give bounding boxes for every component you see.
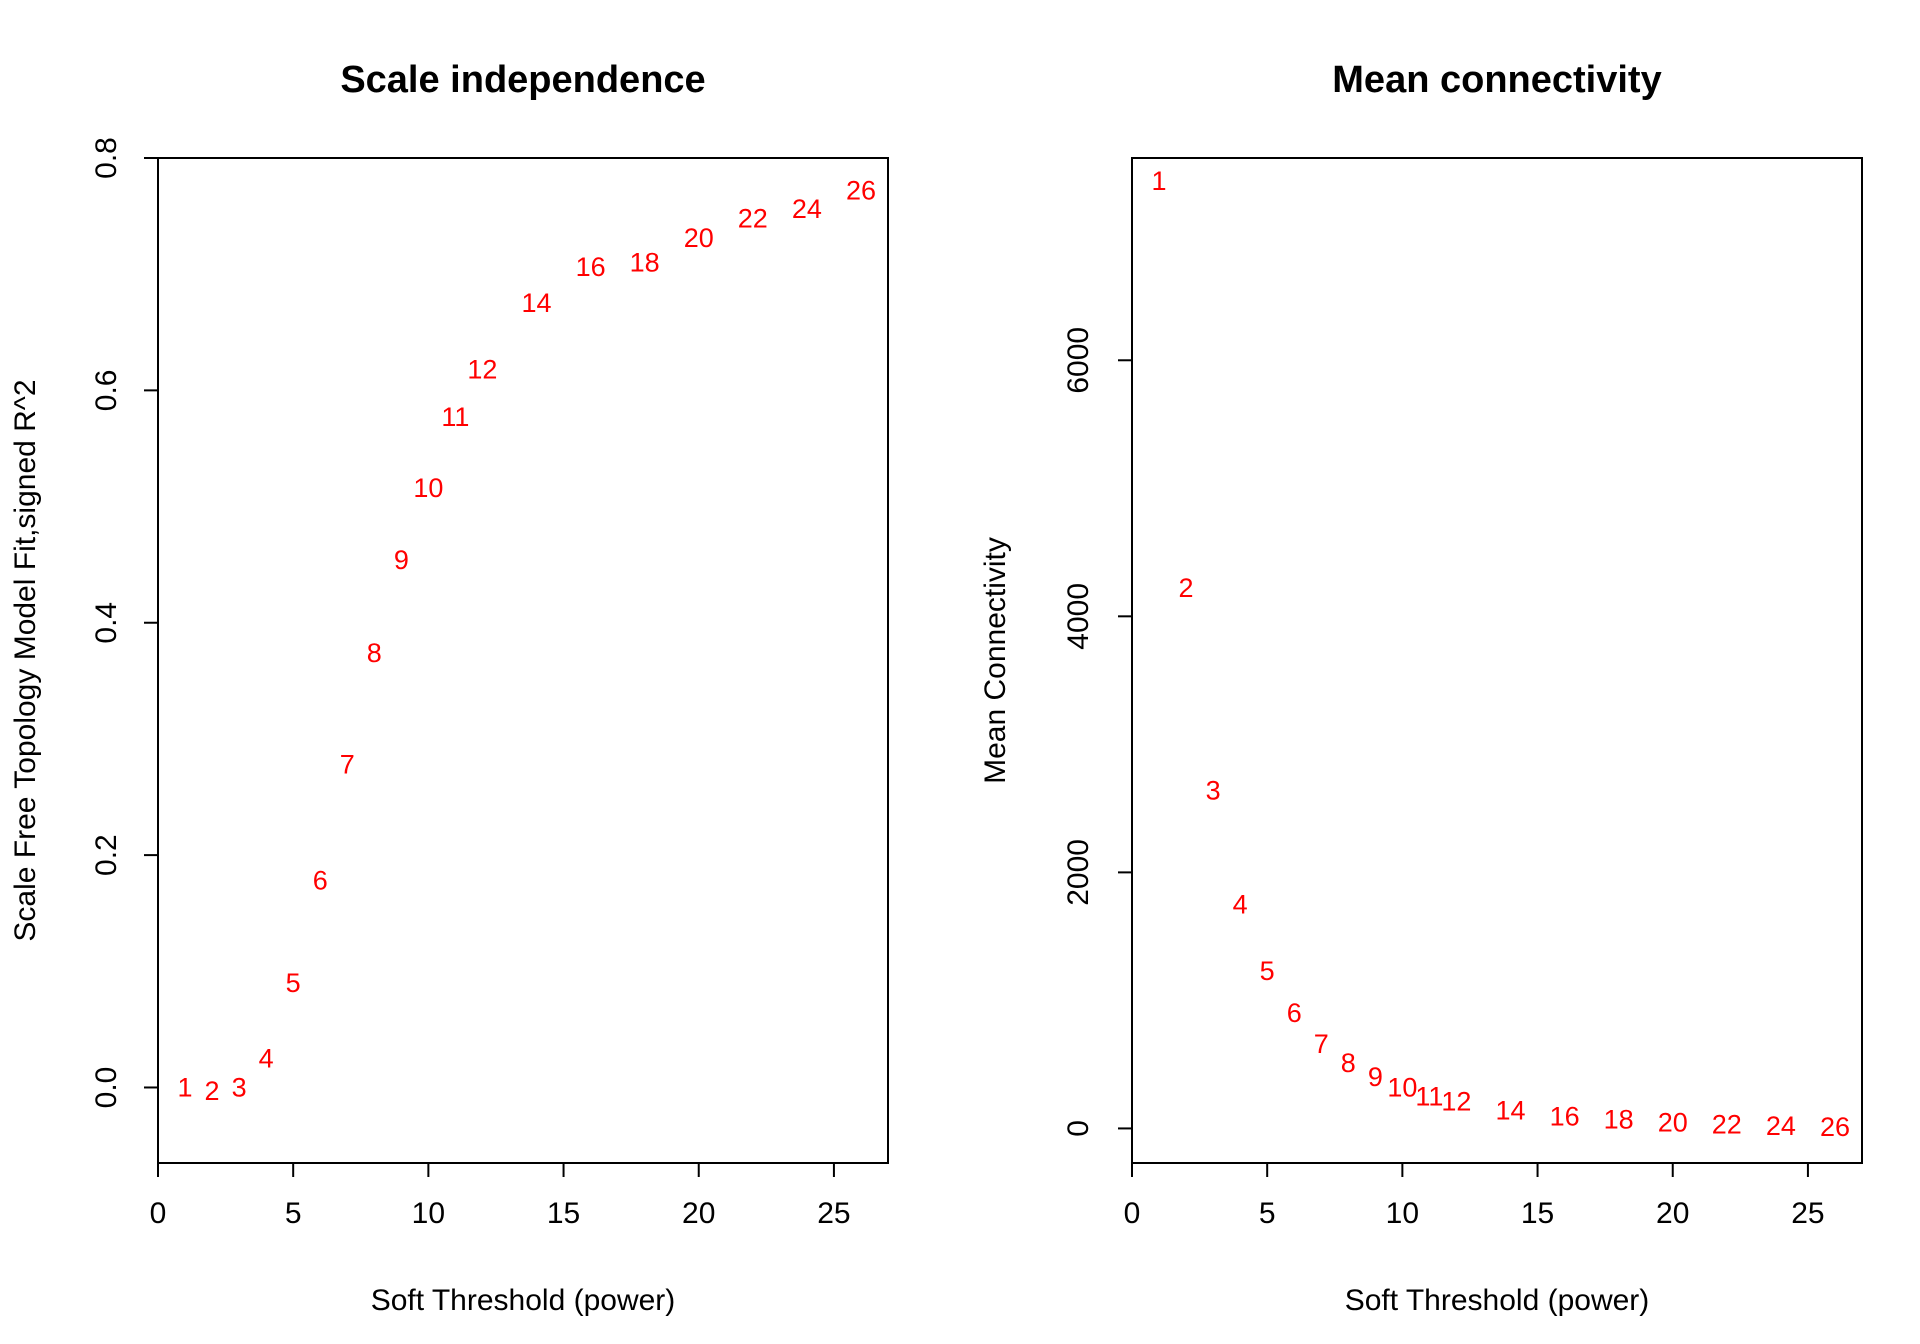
data-point-label: 4 (259, 1043, 274, 1073)
y-tick-label: 0.4 (90, 602, 123, 644)
y-tick-label: 0.6 (90, 370, 123, 412)
data-point-label: 16 (576, 252, 606, 282)
data-point-label: 24 (792, 194, 822, 224)
y-axis-label: Mean Connectivity (979, 537, 1012, 784)
data-point-label: 10 (1387, 1072, 1417, 1102)
x-axis-label: Soft Threshold (power) (371, 1284, 676, 1317)
scale-independence-panel: Scale independence Soft Threshold (power… (9, 59, 889, 1317)
data-point-label: 22 (738, 203, 768, 233)
data-point-label: 1 (1152, 166, 1167, 196)
data-point-label: 8 (1341, 1048, 1356, 1078)
data-point-label: 7 (1314, 1029, 1329, 1059)
x-tick-label: 0 (150, 1197, 167, 1230)
x-tick-label: 0 (1124, 1197, 1141, 1230)
data-point-label: 10 (413, 473, 443, 503)
data-point-label: 20 (1658, 1108, 1688, 1138)
data-point-label: 24 (1766, 1111, 1796, 1141)
x-tick-label: 5 (1259, 1197, 1276, 1230)
data-point-label: 12 (467, 354, 497, 384)
data-point-label: 5 (286, 968, 301, 998)
data-point-label: 9 (394, 545, 409, 575)
data-point-label: 2 (205, 1076, 220, 1106)
data-point-label: 20 (684, 223, 714, 253)
x-tick-label: 25 (817, 1197, 850, 1230)
y-tick-label: 6000 (1062, 327, 1095, 394)
data-point-label: 4 (1233, 889, 1248, 919)
x-tick-label: 20 (682, 1197, 715, 1230)
x-tick-label: 25 (1791, 1197, 1824, 1230)
y-tick-label: 0 (1062, 1120, 1095, 1137)
data-point-label: 5 (1260, 956, 1275, 986)
data-point-label: 3 (232, 1072, 247, 1102)
data-point-label: 18 (630, 248, 660, 278)
data-point-label: 14 (521, 288, 551, 318)
x-tick-label: 10 (1386, 1197, 1419, 1230)
data-point-label: 8 (367, 638, 382, 668)
y-tick-label: 2000 (1062, 839, 1095, 906)
y-tick-label: 0.2 (90, 834, 123, 876)
x-tick-label: 5 (285, 1197, 302, 1230)
data-point-label: 6 (313, 866, 328, 896)
data-point-label: 1 (178, 1072, 193, 1102)
x-tick-label: 20 (1656, 1197, 1689, 1230)
data-point-label: 11 (441, 402, 469, 432)
x-tick-label: 10 (412, 1197, 445, 1230)
data-point-label: 7 (340, 749, 355, 779)
data-point-label: 12 (1441, 1087, 1471, 1117)
y-tick-label: 0.8 (90, 137, 123, 179)
data-point-label: 9 (1368, 1062, 1383, 1092)
x-axis-label: Soft Threshold (power) (1345, 1284, 1650, 1317)
y-tick-label: 4000 (1062, 583, 1095, 650)
x-tick-label: 15 (547, 1197, 580, 1230)
data-point-label: 11 (1415, 1081, 1443, 1111)
panel-title: Scale independence (340, 59, 705, 101)
data-point-label: 2 (1179, 573, 1194, 603)
x-tick-label: 15 (1521, 1197, 1554, 1230)
data-point-label: 18 (1604, 1104, 1634, 1134)
y-axis-label: Scale Free Topology Model Fit,signed R^2 (9, 379, 42, 941)
plot-frame (1131, 157, 1863, 1164)
data-point-label: 26 (1820, 1112, 1850, 1142)
data-point-label: 22 (1712, 1110, 1742, 1140)
data-point-label: 26 (846, 176, 876, 206)
panel-title: Mean connectivity (1332, 59, 1661, 101)
data-point-label: 16 (1550, 1101, 1580, 1131)
data-point-label: 6 (1287, 998, 1302, 1028)
y-tick-label: 0.0 (90, 1067, 123, 1109)
data-point-label: 14 (1495, 1096, 1525, 1126)
mean-connectivity-panel: Mean connectivity Soft Threshold (power)… (979, 59, 1863, 1317)
data-point-label: 3 (1206, 775, 1221, 805)
